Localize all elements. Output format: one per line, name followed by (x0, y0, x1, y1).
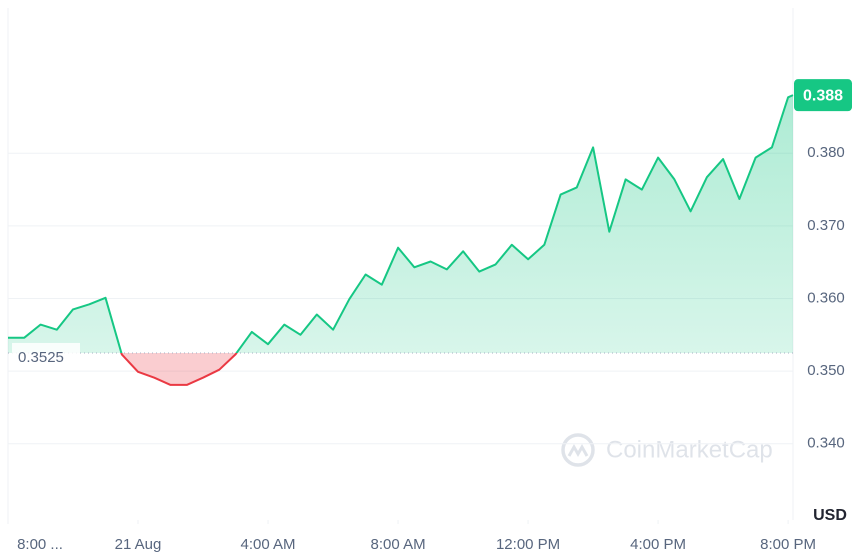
y-axis-label: USD (813, 507, 847, 524)
x-tick-label: 12:00 PM (496, 536, 560, 553)
y-tick-label: 0.370 (807, 217, 845, 234)
x-tick-label: 8:00 PM (760, 536, 816, 553)
baseline-label-bg (12, 342, 80, 363)
watermark: CoinMarketCap (561, 433, 773, 467)
x-tick-label: 21 Aug (115, 536, 162, 553)
y-tick-label: 0.340 (807, 435, 845, 452)
price-line (8, 94, 794, 353)
x-tick-label: 8:00 AM (371, 536, 426, 553)
y-tick-label: 0.360 (807, 289, 845, 306)
y-tick-label: 0.350 (807, 362, 845, 379)
current-price-label: 0.388 (803, 87, 843, 104)
x-tick-label: 4:00 AM (241, 536, 296, 553)
y-tick-label: 0.380 (807, 144, 845, 161)
price-line-down (120, 352, 238, 386)
baseline-label: 0.3525 (18, 349, 64, 366)
area-up (8, 95, 793, 353)
current-price-tag (794, 79, 852, 112)
x-tick-label: 4:00 PM (630, 536, 686, 553)
x-tick-label: 8:00 ... (17, 536, 63, 553)
watermark-text: CoinMarketCap (606, 436, 773, 463)
